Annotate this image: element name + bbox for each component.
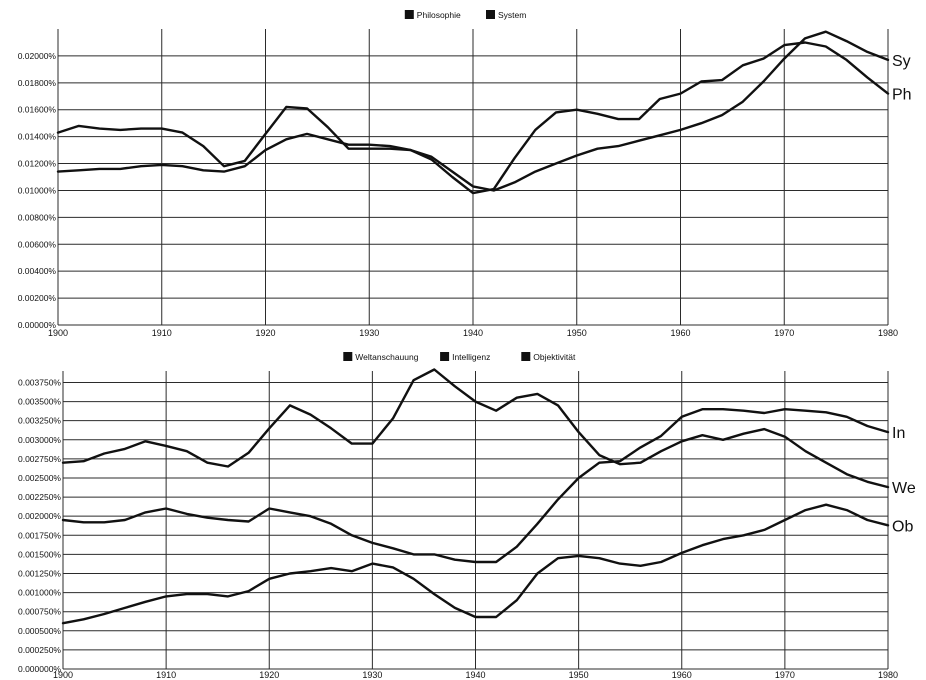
legend-label: Weltanschauung (355, 352, 418, 362)
series-end-label: Sy (892, 53, 911, 70)
legend: Philosophie System (404, 10, 526, 20)
y-tick-label: 0.01200% (18, 159, 57, 169)
series-end-label: We (892, 480, 916, 497)
legend-swatch (440, 352, 450, 361)
y-tick-label: 0.000750% (18, 607, 61, 617)
y-tick-label: 0.003250% (18, 416, 61, 426)
series-end-label: In (892, 425, 905, 442)
legend-swatch (486, 10, 495, 19)
y-tick-label: 0.01000% (18, 185, 57, 195)
legend-swatch (343, 352, 353, 361)
y-tick-label: 0.01400% (18, 132, 57, 142)
x-tick-label: 1900 (53, 670, 73, 680)
x-tick-label: 1910 (156, 670, 176, 680)
y-tick-label: 0.001000% (18, 588, 61, 598)
series-line (56, 30, 890, 192)
x-tick-label: 1960 (670, 328, 690, 338)
x-tick-label: 1930 (362, 670, 382, 680)
x-tick-label: 1970 (774, 328, 794, 338)
series-end-label: Ph (892, 87, 912, 104)
y-tick-label: 0.001750% (18, 530, 61, 540)
chart-weltanschauung-intelligenz-objektivitaet: 0.000000% 0.000250% 0.000500% 0.000750% 0.00… (18, 352, 916, 680)
x-tick-label: 1960 (672, 670, 692, 680)
series-end-label: Ob (892, 518, 913, 535)
x-tick-label: 1930 (359, 328, 379, 338)
legend-label: Philosophie (417, 10, 461, 20)
x-tick-label: 1920 (259, 670, 279, 680)
x-tick-label: 1950 (567, 328, 587, 338)
legend-label: Intelligenz (452, 352, 490, 362)
y-tick-label: 0.00800% (18, 212, 57, 222)
legend-swatch (404, 10, 414, 19)
series-line (61, 503, 890, 625)
y-tick-label: 0.000000% (18, 664, 61, 674)
y-tick-label: 0.00600% (18, 239, 57, 249)
chart-philosophie-system: 0.00000% 0.00200% 0.00400% 0.00600% 0.00800%… (18, 10, 912, 338)
x-tick-label: 1910 (152, 328, 172, 338)
y-tick-label: 0.003000% (18, 435, 61, 445)
y-tick-label: 0.02000% (18, 51, 57, 61)
series-line (61, 408, 890, 564)
series-line (61, 368, 890, 489)
y-tick-label: 0.001500% (18, 549, 61, 559)
y-tick-label: 0.002250% (18, 492, 61, 502)
y-tick-label: 0.001250% (18, 568, 61, 578)
y-tick-label: 0.00200% (18, 293, 57, 303)
series-line (56, 41, 890, 195)
x-tick-label: 1940 (463, 328, 483, 338)
x-tick-label: 1900 (48, 328, 68, 338)
x-tick-label: 1950 (569, 670, 589, 680)
y-tick-label: 0.00400% (18, 266, 57, 276)
y-tick-label: 0.002000% (18, 511, 61, 521)
y-tick-label: 0.002750% (18, 454, 61, 464)
y-tick-label: 0.000500% (18, 626, 61, 636)
y-tick-label: 0.003500% (18, 397, 61, 407)
y-tick-label: 0.00000% (18, 320, 57, 330)
y-tick-label: 0.01600% (18, 105, 57, 115)
y-tick-label: 0.01800% (18, 78, 57, 88)
x-tick-label: 1980 (878, 328, 898, 338)
legend-label: Objektivität (533, 352, 576, 362)
x-tick-label: 1920 (255, 328, 275, 338)
y-tick-label: 0.002500% (18, 473, 61, 483)
y-tick-label: 0.003750% (18, 377, 61, 387)
legend: Weltanschauung Intelligenz Objektivität (343, 352, 576, 362)
legend-label: System (498, 10, 526, 20)
x-tick-label: 1980 (878, 670, 898, 680)
x-tick-label: 1970 (775, 670, 795, 680)
legend-swatch (521, 352, 531, 361)
y-tick-label: 0.000250% (18, 645, 61, 655)
x-tick-label: 1940 (465, 670, 485, 680)
